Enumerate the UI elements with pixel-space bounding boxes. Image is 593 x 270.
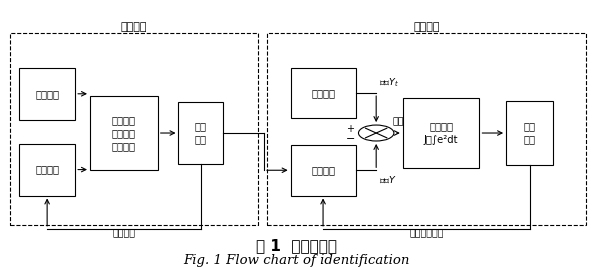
Text: 六阶模型: 六阶模型 — [311, 165, 335, 175]
Text: 辨识
结果: 辨识 结果 — [195, 122, 206, 145]
FancyBboxPatch shape — [291, 68, 356, 118]
Text: 最小二乘
法求解矛
盾方程组: 最小二乘 法求解矛 盾方程组 — [112, 115, 136, 151]
Text: Fig. 1 Flow chart of identification: Fig. 1 Flow chart of identification — [183, 254, 410, 267]
Text: 图 1  辨识流程图: 图 1 辨识流程图 — [256, 238, 337, 253]
FancyBboxPatch shape — [403, 99, 480, 168]
Text: 输出$Y$: 输出$Y$ — [379, 174, 397, 185]
FancyBboxPatch shape — [506, 101, 553, 165]
Text: 调整参数: 调整参数 — [112, 229, 135, 238]
Text: 暂态数据: 暂态数据 — [311, 88, 335, 98]
Text: 稳态数据: 稳态数据 — [35, 89, 59, 99]
Text: 稳态辨识: 稳态辨识 — [121, 22, 148, 32]
Text: 输出$Y_t$: 输出$Y_t$ — [379, 77, 400, 89]
FancyBboxPatch shape — [178, 102, 223, 164]
FancyBboxPatch shape — [90, 96, 158, 170]
Text: 目标函数
J＝∫e²dt: 目标函数 J＝∫e²dt — [424, 122, 458, 145]
FancyBboxPatch shape — [19, 68, 75, 120]
Text: +: + — [346, 124, 354, 134]
FancyBboxPatch shape — [291, 145, 356, 195]
Text: 参数
辨识: 参数 辨识 — [524, 122, 535, 145]
Text: 线性方程: 线性方程 — [35, 165, 59, 175]
Text: 调整电机参数: 调整电机参数 — [409, 229, 444, 238]
Text: 暂态辨识: 暂态辨识 — [413, 22, 439, 32]
FancyBboxPatch shape — [19, 144, 75, 195]
Text: 误差: 误差 — [393, 117, 404, 126]
Text: −: − — [346, 134, 356, 144]
